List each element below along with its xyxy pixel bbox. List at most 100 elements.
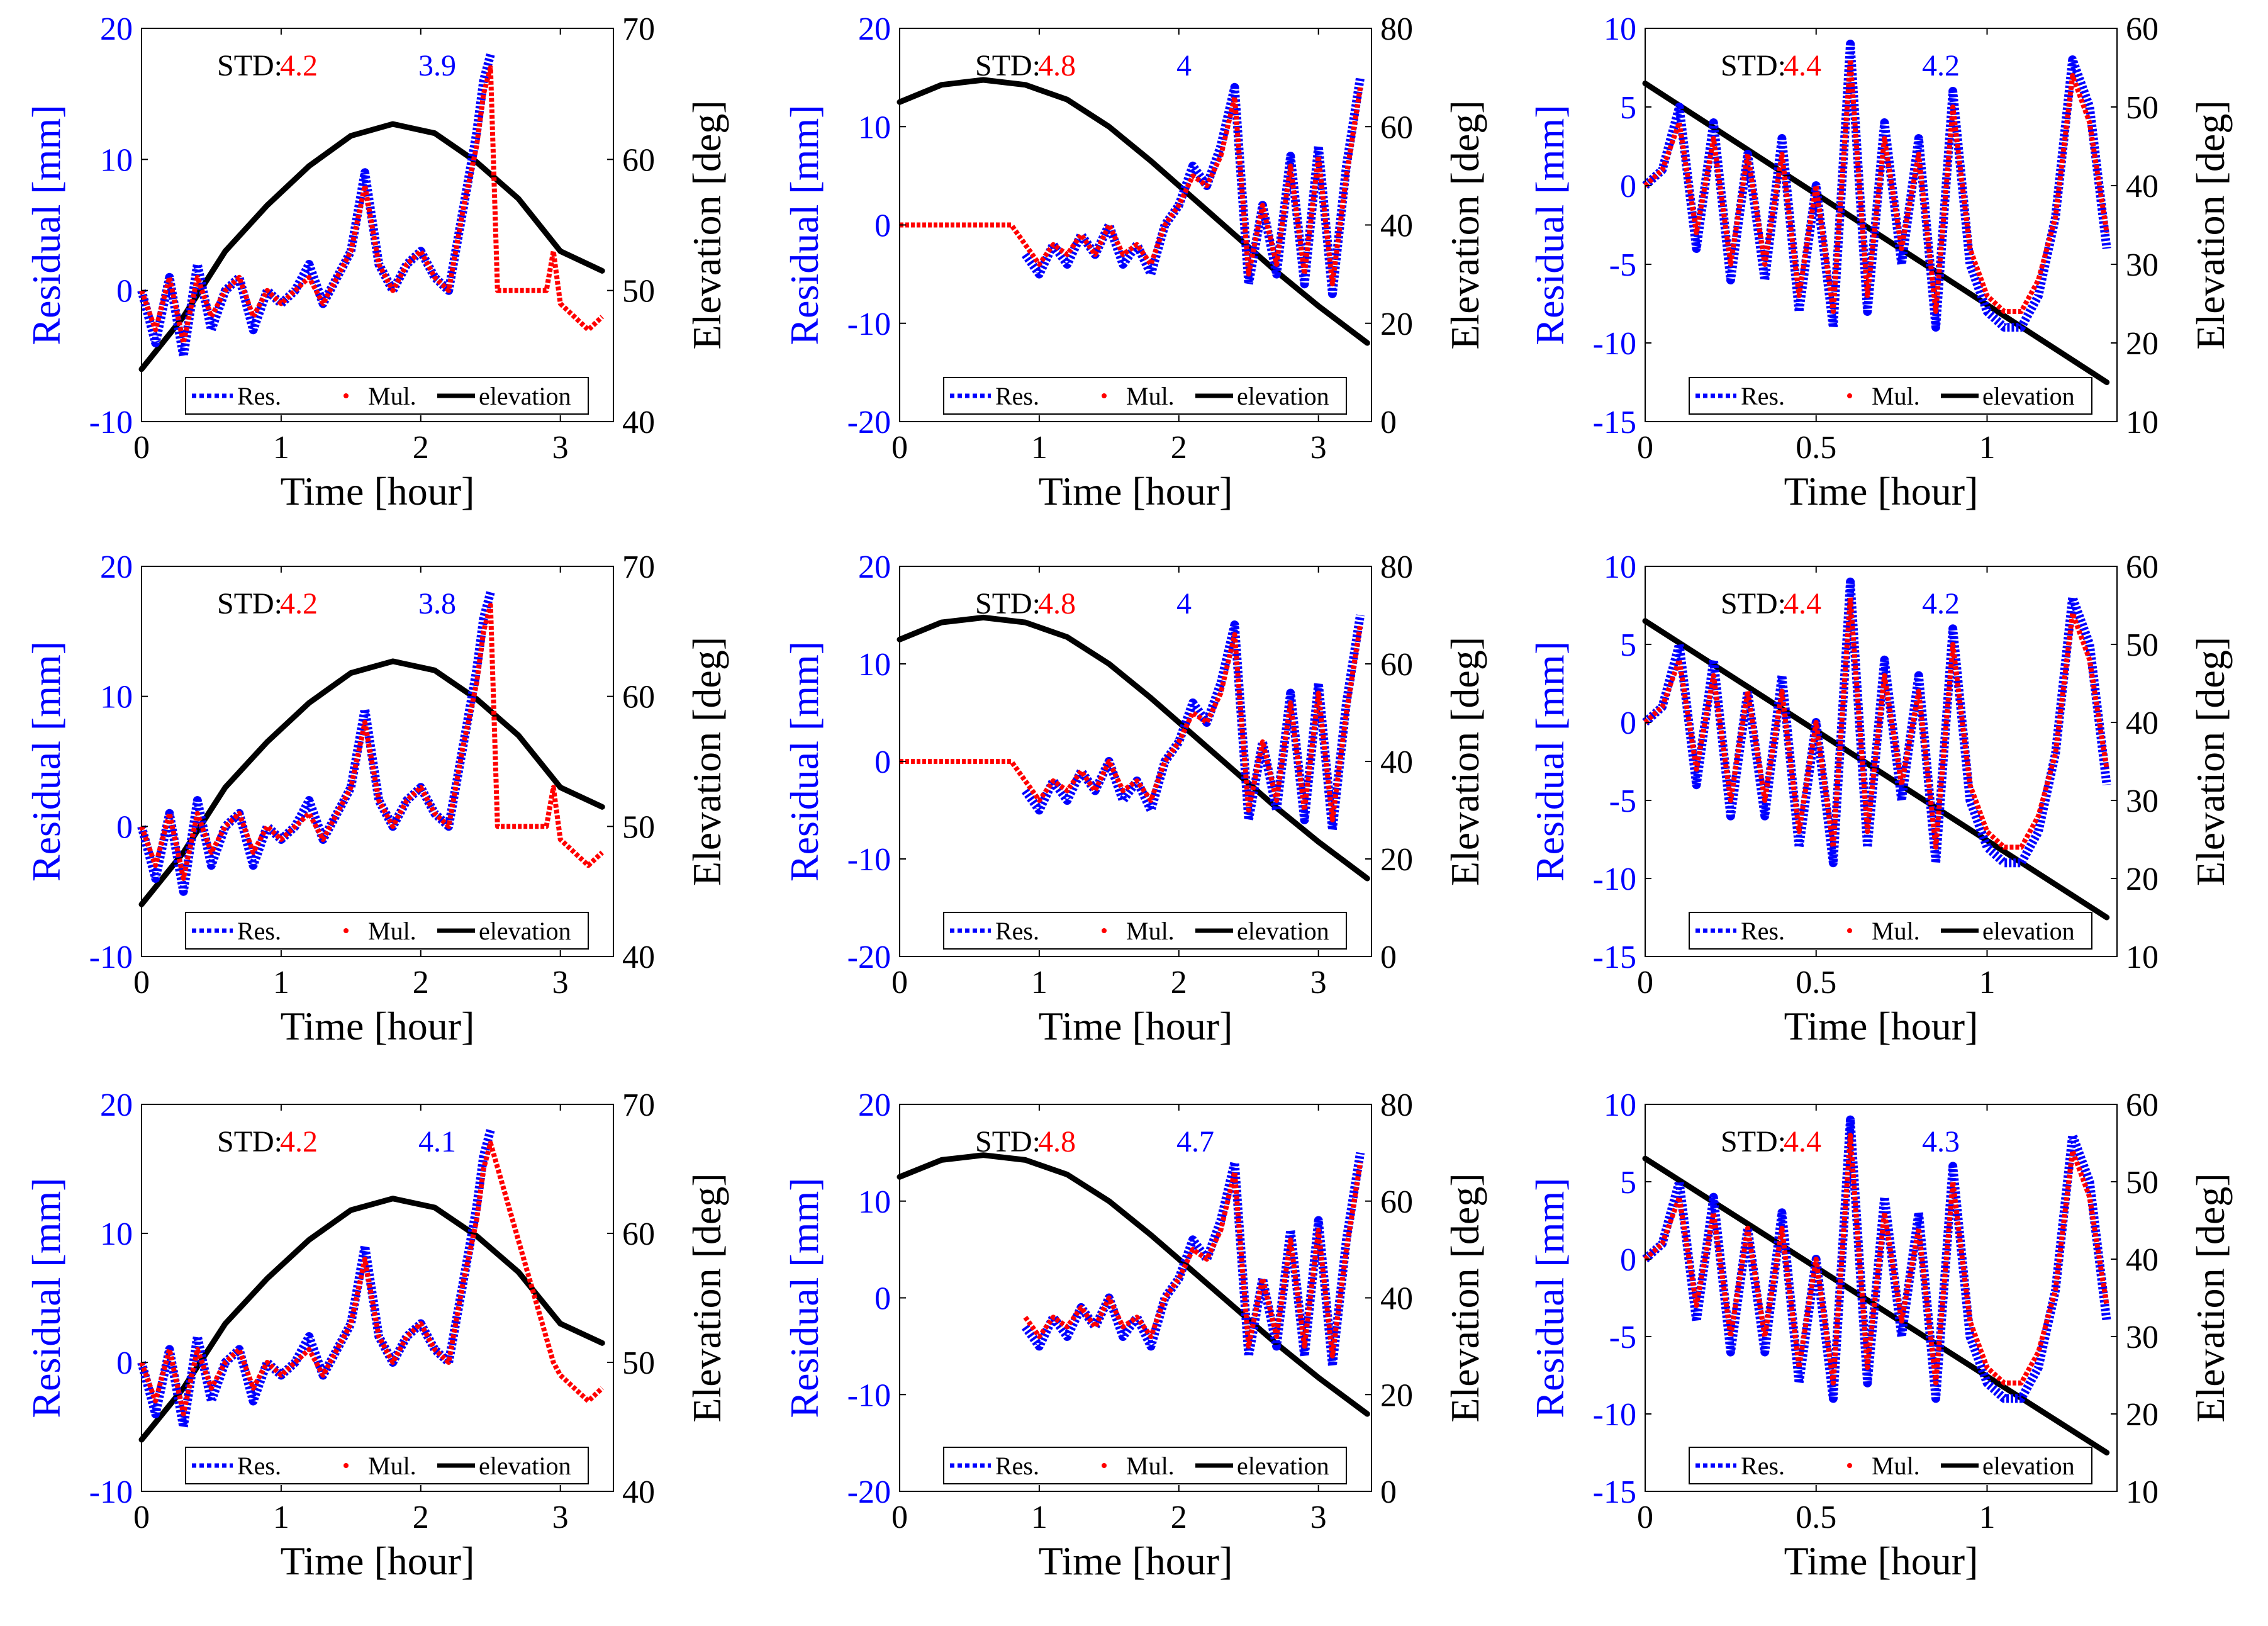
residual-line	[1642, 40, 2111, 332]
y-tick-label-right: 10	[2126, 405, 2159, 440]
y-tick-label-left: 0	[874, 744, 891, 780]
residual-line	[1022, 1152, 1365, 1371]
std-value: 4.2	[280, 49, 318, 82]
y-axis-label-left: Residual [mm]	[782, 104, 827, 345]
multipath-line	[139, 603, 604, 881]
y-tick-label-right: 20	[2126, 861, 2159, 897]
x-tick-label: 1	[1031, 1500, 1047, 1535]
multipath-line	[139, 65, 604, 345]
panel-row3-col2: 0 1 2 3 -20 -10 0 10 20 0 20 40 60 80 Time [hour] Resid…	[782, 1087, 1487, 1583]
y-axis-label-right: Elevation [deg]	[684, 637, 729, 886]
legend-mul-swatch	[1102, 928, 1107, 933]
y-tick-label-left: 5	[1620, 627, 1636, 663]
legend-res-label: Res.	[995, 382, 1039, 410]
y-tick-label-left: -5	[1609, 783, 1636, 819]
y-tick-label-right: 20	[1380, 1377, 1413, 1413]
y-tick-label-right: 30	[2126, 247, 2159, 283]
y-axis-label-right: Elevation [deg]	[684, 100, 729, 349]
legend-box	[185, 912, 589, 950]
x-tick-label: 0	[133, 965, 150, 1001]
multipath-line	[1643, 595, 2109, 850]
y-tick-label-left: 0	[1620, 705, 1636, 741]
legend-box	[943, 377, 1347, 415]
std-label: STD:	[975, 1125, 1041, 1158]
y-tick-label-right: 60	[2126, 1087, 2159, 1123]
y-tick-label-right: 60	[622, 680, 655, 715]
x-tick-label: 1	[273, 1500, 289, 1535]
x-tick-label: 3	[552, 1500, 569, 1535]
x-tick-label: 1	[1979, 1500, 1995, 1535]
legend-res-label: Res.	[1741, 382, 1785, 410]
elevation-line	[897, 1152, 1370, 1417]
std-value: 4.2	[280, 587, 318, 620]
y-tick-label-left: 20	[858, 549, 891, 585]
legend-elevation-label: elevation	[1982, 382, 2075, 410]
x-tick-label: 2	[1171, 965, 1187, 1001]
legend-res-label: Res.	[1741, 917, 1785, 945]
y-tick-label-right: 40	[622, 1474, 655, 1510]
std-value: 4.8	[1038, 49, 1076, 82]
y-axis-label-left: Residual [mm]	[1528, 641, 1572, 882]
std-alt-value: 4.1	[418, 1125, 456, 1158]
elevation-line	[138, 658, 605, 907]
y-tick-label-right: 50	[2126, 90, 2159, 126]
y-tick-label-right: 60	[622, 1216, 655, 1252]
std-alt-value: 4	[1176, 587, 1192, 620]
y-tick-label-left: -10	[847, 842, 891, 878]
x-tick-label: 0	[891, 965, 908, 1001]
elevation-line	[138, 121, 605, 373]
y-tick-label-left: -15	[1593, 405, 1636, 440]
legend-res-label: Res.	[237, 1452, 281, 1480]
std-label: STD:	[975, 587, 1041, 620]
y-tick-label-left: -10	[1593, 861, 1636, 897]
std-alt-value: 3.9	[418, 49, 456, 82]
y-tick-label-right: 60	[1380, 1184, 1413, 1220]
legend-mul-swatch	[1102, 393, 1107, 398]
panel-row1-col2: 0 1 2 3 -20 -10 0 10 20 0 20 40 60 80 Time [hour] Resid…	[782, 11, 1487, 513]
legend-box	[1689, 377, 2092, 415]
y-tick-label-right: 50	[2126, 627, 2159, 663]
x-tick-label: 3	[1310, 1500, 1327, 1535]
x-tick-label: 0.5	[1796, 430, 1836, 466]
std-value: 4.8	[1038, 1125, 1076, 1158]
y-tick-label-left: 20	[858, 1087, 891, 1123]
y-tick-label-left: -10	[1593, 1397, 1636, 1433]
elevation-line	[897, 614, 1370, 882]
y-tick-label-left: 0	[1620, 169, 1636, 205]
multipath-line	[1643, 57, 2109, 314]
legend-mul-label: Mul.	[368, 382, 416, 410]
y-tick-label-left: 5	[1620, 90, 1636, 126]
y-tick-label-right: 0	[1380, 1474, 1397, 1510]
y-tick-label-left: 20	[100, 549, 133, 585]
y-tick-label-right: 80	[1380, 1087, 1413, 1123]
x-tick-label: 3	[552, 430, 569, 466]
y-tick-label-right: 0	[1380, 939, 1397, 975]
y-tick-label-left: -10	[847, 306, 891, 342]
panel-row2-col3: 0 0.5 1 -15 -10 -5 0 5 10 10 20 30 40 50 60 Time [hour]…	[1528, 549, 2233, 1048]
x-axis-label: Time [hour]	[1784, 469, 1979, 513]
y-tick-label-right: 40	[622, 939, 655, 975]
y-tick-label-left: 10	[100, 680, 133, 715]
legend-mul-label: Mul.	[1126, 1452, 1175, 1480]
y-tick-label-right: 10	[2126, 939, 2159, 975]
y-tick-label-left: 10	[858, 1184, 891, 1220]
x-axis-label: Time [hour]	[1039, 469, 1233, 513]
y-tick-label-right: 20	[1380, 306, 1413, 342]
y-tick-label-left: -10	[89, 1474, 133, 1510]
y-tick-label-left: -10	[89, 939, 133, 975]
std-label: STD:	[1721, 1125, 1786, 1158]
legend-mul-label: Mul.	[1872, 382, 1920, 410]
legend-mul-swatch	[1847, 393, 1852, 398]
legend-elevation-label: elevation	[1237, 382, 1329, 410]
y-tick-label-right: 50	[622, 1345, 655, 1381]
y-axis-label-right: Elevation [deg]	[2188, 100, 2233, 349]
legend-elevation-label: elevation	[1237, 917, 1329, 945]
y-tick-label-right: 40	[1380, 744, 1413, 780]
legend-box	[1689, 1447, 2092, 1484]
legend-res-label: Res.	[1741, 1452, 1785, 1480]
x-tick-label: 0	[133, 430, 150, 466]
legend-mul-label: Mul.	[368, 917, 416, 945]
x-tick-label: 1	[273, 965, 289, 1001]
